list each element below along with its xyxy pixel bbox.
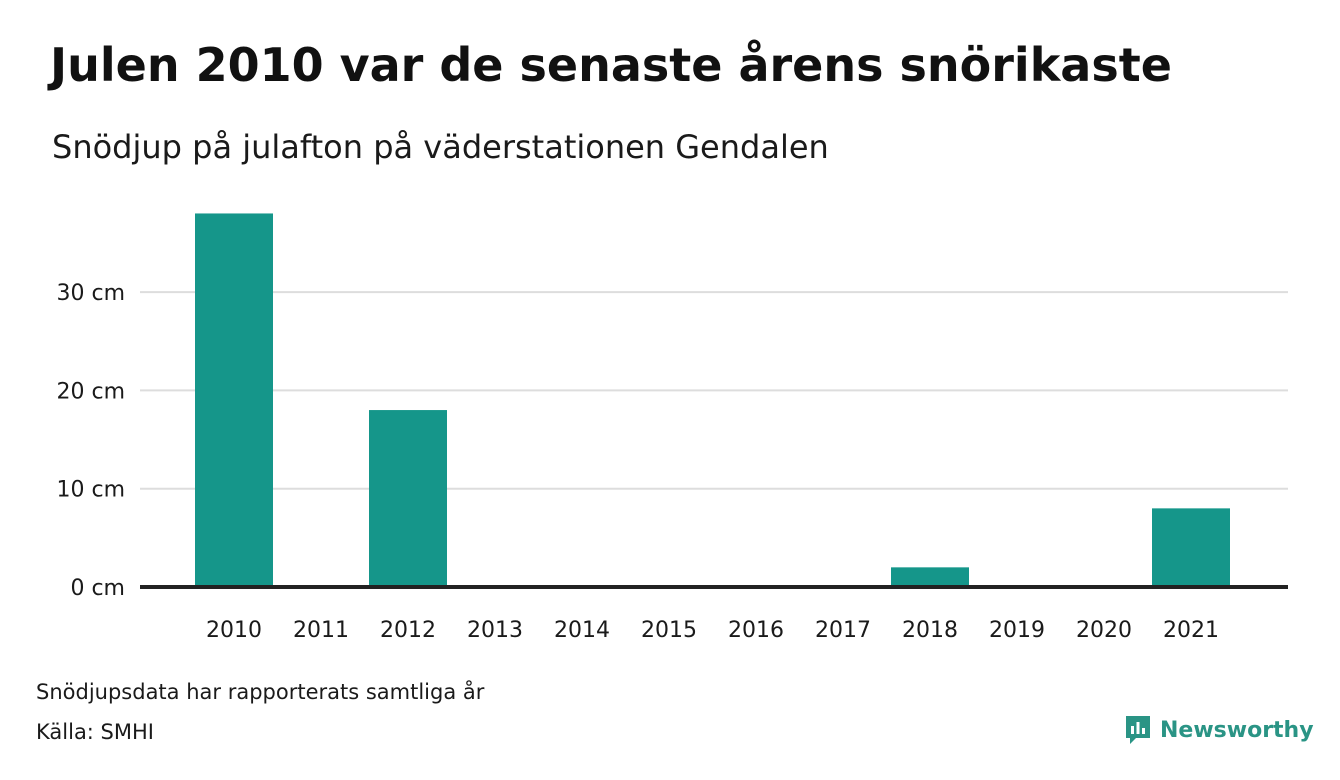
- x-tick-label: 2012: [380, 618, 436, 643]
- bar-2010: [195, 213, 273, 587]
- bar-2012: [369, 410, 447, 587]
- y-tick-label: 10 cm: [56, 478, 125, 503]
- x-tick-label: 2019: [989, 618, 1045, 643]
- bars: [195, 213, 1230, 587]
- x-tick-label: 2021: [1163, 618, 1219, 643]
- chart-title: Julen 2010 var de senaste årens snörikas…: [50, 38, 1172, 92]
- x-tick-label: 2017: [815, 618, 871, 643]
- grid-lines: [140, 291, 1288, 490]
- brand-name: Newsworthy: [1160, 717, 1314, 743]
- source-note: Källa: SMHI: [36, 720, 154, 744]
- x-tick-label: 2015: [641, 618, 697, 643]
- y-tick-label: 20 cm: [56, 379, 125, 404]
- x-tick-label: 2014: [554, 618, 610, 643]
- y-tick-label: 30 cm: [56, 281, 125, 306]
- y-tick-label: 0 cm: [70, 576, 125, 601]
- x-tick-label: 2020: [1076, 618, 1132, 643]
- y-axis-labels: 0 cm 10 cm 20 cm 30 cm: [56, 281, 125, 601]
- x-tick-label: 2016: [728, 618, 784, 643]
- footnote: Snödjupsdata har rapporterats samtliga å…: [36, 680, 485, 704]
- newsworthy-logo-icon: [1126, 716, 1150, 744]
- x-tick-label: 2010: [206, 618, 262, 643]
- bar-2021: [1152, 508, 1230, 587]
- x-tick-label: 2011: [293, 618, 349, 643]
- x-tick-label: 2018: [902, 618, 958, 643]
- x-tick-label: 2013: [467, 618, 523, 643]
- chart-subtitle: Snödjup på julafton på väderstationen Ge…: [52, 128, 829, 166]
- brand-logo[interactable]: Newsworthy: [1124, 714, 1314, 746]
- x-axis-labels: 2010 2011 2012 2013 2014 2015 2016 2017 2018 2019…: [206, 618, 1219, 643]
- bar-2018: [891, 567, 969, 587]
